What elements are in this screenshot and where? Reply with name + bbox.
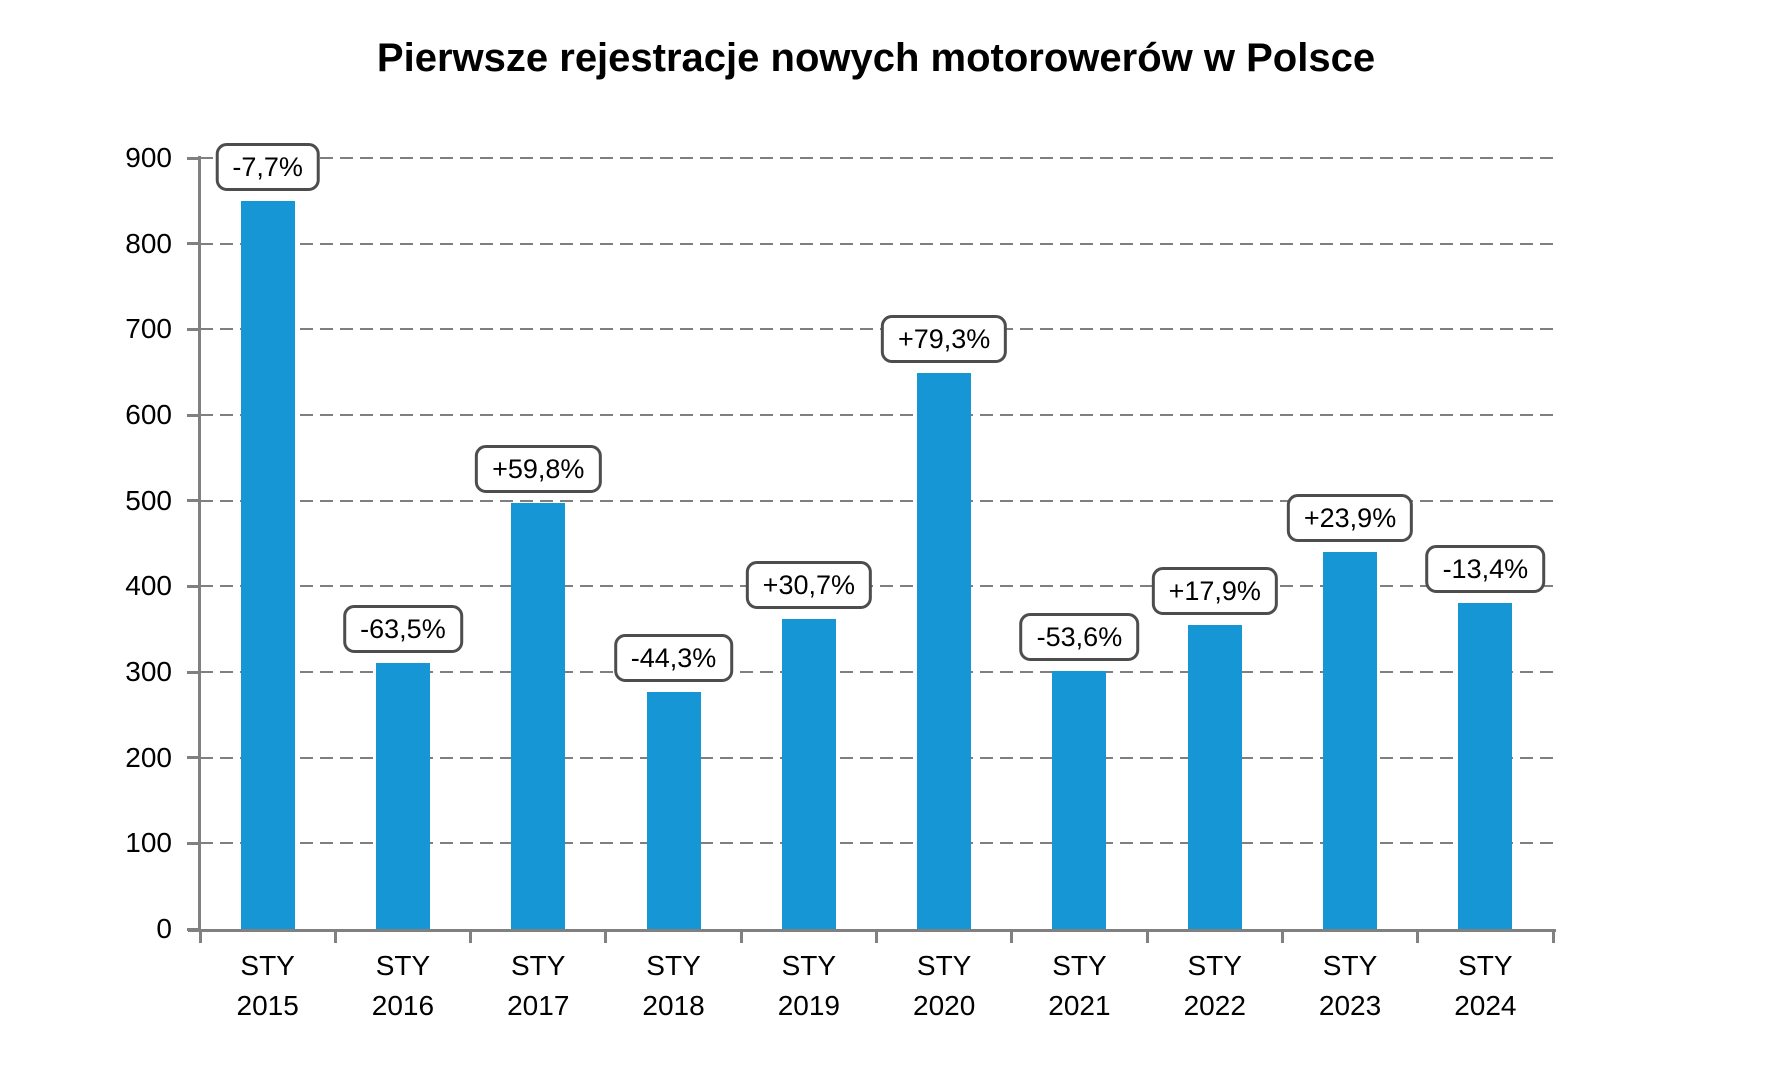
bar-2015 (240, 201, 295, 929)
x-tick-label-2019: STY 2019 (777, 950, 840, 1021)
y-tick-mark-500 (187, 499, 200, 503)
bar-2020 (917, 373, 972, 929)
y-tick-label-800: 800 (125, 227, 172, 259)
gridline-900 (200, 157, 1553, 159)
x-tick-label-2015: STY 2015 (236, 950, 299, 1021)
x-tick-mark-4 (739, 929, 743, 943)
gridline-100 (200, 842, 1553, 845)
x-tick-label-2016: STY 2016 (371, 950, 435, 1021)
x-tick-mark-2 (469, 929, 473, 943)
x-tick-label-2017: STY 2017 (507, 950, 570, 1021)
x-tick-mark-8 (1280, 929, 1284, 943)
y-axis-line (198, 156, 201, 929)
gridline-400 (200, 585, 1553, 588)
gridline-800 (200, 242, 1553, 245)
bar-2022 (1187, 625, 1242, 929)
y-tick-label-900: 900 (125, 142, 172, 173)
x-tick-label-2024: STY 2024 (1454, 950, 1517, 1021)
y-tick-mark-700 (187, 327, 200, 331)
y-tick-mark-400 (187, 584, 200, 588)
x-tick-mark-5 (875, 929, 878, 943)
data-label-2016: -63,5% (343, 605, 463, 653)
y-tick-mark-600 (187, 413, 200, 417)
y-tick-label-100: 100 (125, 827, 172, 859)
x-tick-mark-3 (604, 929, 608, 943)
x-tick-label-2023: STY 2023 (1318, 950, 1382, 1021)
data-label-2018: -44,3% (613, 634, 734, 682)
y-tick-label-500: 500 (125, 484, 172, 516)
x-tick-mark-6 (1010, 929, 1014, 943)
x-axis-line (188, 929, 1556, 932)
bar-2024 (1458, 603, 1513, 929)
data-label-2019: +30,7% (745, 561, 873, 609)
x-tick-mark-0 (198, 929, 202, 943)
y-tick-mark-900 (187, 156, 200, 160)
gridline-700 (200, 328, 1553, 331)
x-tick-label-2020: STY 2020 (912, 950, 976, 1021)
y-tick-mark-300 (187, 670, 200, 674)
x-tick-label-2021: STY 2021 (1048, 950, 1111, 1021)
y-tick-mark-100 (187, 841, 200, 845)
data-label-2024: -13,4% (1425, 545, 1546, 593)
bar-2016 (375, 663, 430, 929)
x-tick-mark-1 (333, 929, 337, 943)
y-tick-mark-800 (187, 242, 200, 246)
bar-2023 (1323, 552, 1378, 929)
data-label-2022: +17,9% (1151, 567, 1278, 615)
bar-2021 (1052, 671, 1107, 929)
y-tick-label-400: 400 (125, 570, 172, 602)
bar-2017 (511, 503, 566, 929)
x-tick-label-2018: STY 2018 (642, 950, 705, 1021)
gridline-300 (200, 671, 1553, 673)
x-tick-mark-10 (1551, 929, 1555, 943)
y-tick-label-300: 300 (125, 656, 172, 687)
bar-2019 (781, 619, 836, 929)
data-label-2020: +79,3% (880, 315, 1008, 363)
y-tick-label-200: 200 (125, 741, 172, 773)
data-label-2015: -7,7% (215, 143, 320, 191)
data-label-2017: +59,8% (475, 445, 602, 493)
y-tick-mark-200 (187, 756, 200, 760)
data-label-2023: +23,9% (1286, 494, 1414, 542)
y-tick-label-0: 0 (156, 913, 172, 944)
y-tick-label-600: 600 (125, 399, 172, 430)
gridline-200 (200, 756, 1553, 759)
y-tick-label-700: 700 (125, 313, 172, 345)
x-tick-label-2022: STY 2022 (1183, 950, 1246, 1021)
x-tick-mark-9 (1416, 929, 1420, 943)
chart-title: Pierwsze rejestracje nowych motorowerów … (376, 36, 1376, 80)
gridline-500 (200, 499, 1553, 502)
x-tick-mark-7 (1145, 929, 1149, 943)
data-label-2021: -53,6% (1019, 613, 1140, 661)
gridline-600 (200, 414, 1553, 416)
bar-2018 (646, 692, 701, 929)
